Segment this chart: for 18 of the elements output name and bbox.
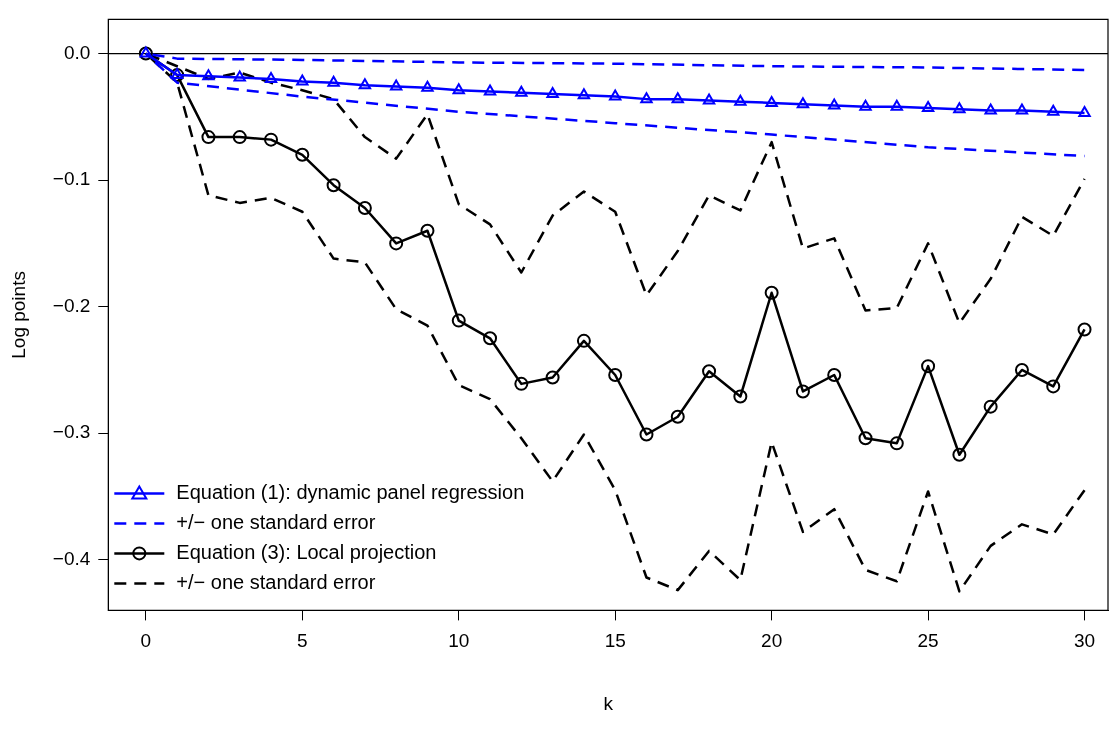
legend-label: Equation (1): dynamic panel regression bbox=[176, 480, 525, 503]
x-tick-label: 25 bbox=[917, 630, 939, 652]
x-tick-label: 20 bbox=[761, 630, 783, 652]
x-tick-label: 5 bbox=[297, 630, 308, 652]
y-tick-label: −0.4 bbox=[52, 548, 91, 570]
x-tick-label: 10 bbox=[448, 630, 470, 652]
legend-label: +/− one standard error bbox=[176, 570, 376, 593]
y-tick-label: −0.3 bbox=[52, 421, 91, 443]
x-tick-label: 30 bbox=[1073, 630, 1096, 652]
y-tick-label: −0.2 bbox=[52, 294, 91, 316]
y-tick-label: −0.1 bbox=[52, 168, 91, 190]
x-tick-label: 0 bbox=[140, 630, 152, 652]
x-axis-title: k bbox=[603, 692, 614, 714]
y-axis-title: Log points bbox=[7, 271, 29, 359]
legend-label: +/− one standard error bbox=[176, 510, 376, 533]
legend-label: Equation (3): Local projection bbox=[176, 540, 437, 563]
y-tick-label: 0.0 bbox=[63, 41, 91, 63]
x-tick-label: 15 bbox=[604, 630, 626, 652]
